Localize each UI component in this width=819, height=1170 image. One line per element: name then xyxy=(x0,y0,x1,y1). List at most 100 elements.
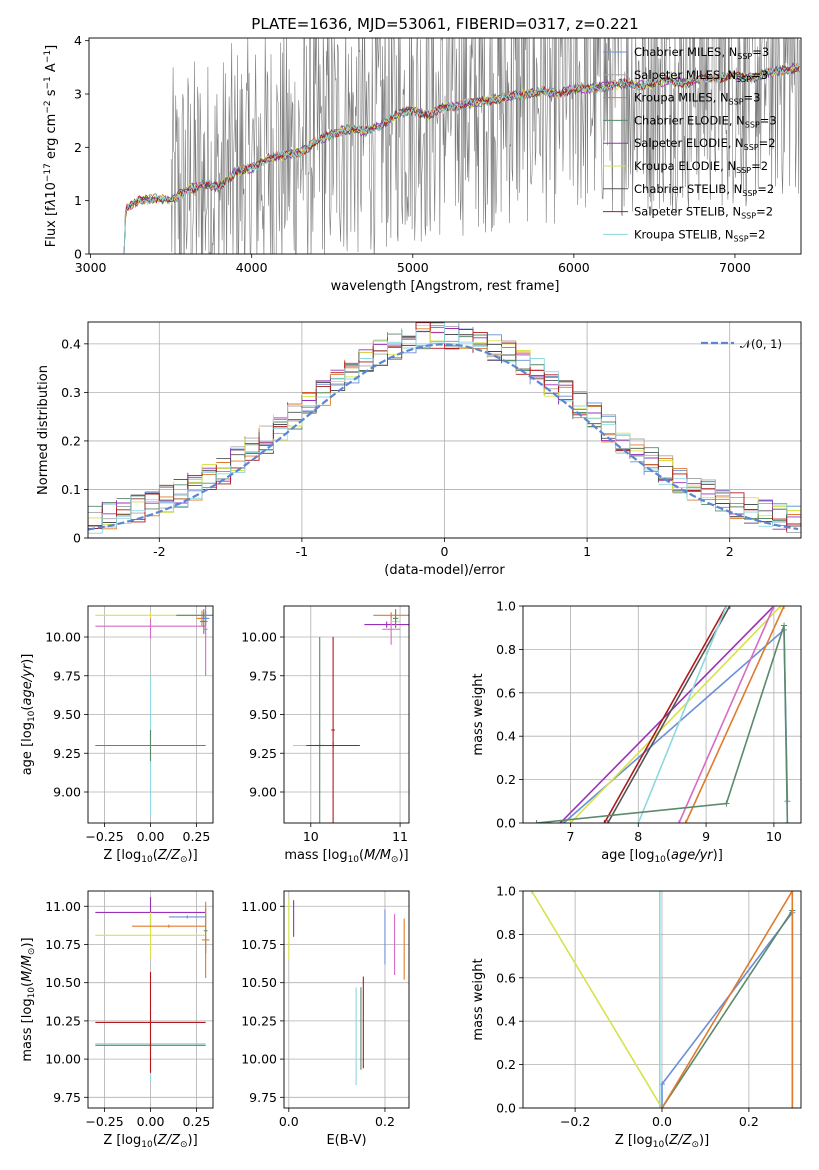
weight-marker xyxy=(723,800,730,807)
plot-area xyxy=(288,898,405,1086)
axes-frame xyxy=(522,605,802,824)
legend-entry: Salpeter ELODIE, NSSP=2 xyxy=(634,136,776,152)
weight-marker xyxy=(770,606,777,609)
axes-frame xyxy=(87,321,802,539)
weight-marker xyxy=(567,820,574,823)
y-tick-label: 0.8 xyxy=(496,642,516,657)
x-tick-label: 3000 xyxy=(75,260,107,275)
axes-frame xyxy=(283,605,410,824)
normal-curve xyxy=(88,343,799,531)
y-tick-label: 10.00 xyxy=(241,630,277,645)
x-tick-label: 0.2 xyxy=(375,1114,395,1129)
y-tick-label: 9.00 xyxy=(53,785,81,800)
x-tick-label: 0 xyxy=(441,544,449,559)
errorbar-point xyxy=(176,612,213,619)
errorbar-point xyxy=(201,610,210,627)
weight-marker xyxy=(656,891,663,894)
errorbar-point xyxy=(201,901,210,979)
y-axis-label: mass [log10(M/M⊙)] xyxy=(20,937,37,1061)
y-tick-label: 0.6 xyxy=(496,970,516,985)
x-tick-label: 7000 xyxy=(719,260,751,275)
x-tick-label: 2 xyxy=(726,544,734,559)
y-tick-label: 0.1 xyxy=(61,482,81,497)
weight-series-line xyxy=(684,606,785,823)
x-tick-label: 0.25 xyxy=(183,829,211,844)
x-tick-label: 0.00 xyxy=(137,1114,165,1129)
panel-age-vs-Z: −0.25 0.00 0.25 9.00 9.25 9.50 9.75 10.00 Z [log… xyxy=(20,605,214,865)
y-tick-label: 9.25 xyxy=(53,746,81,761)
weight-marker xyxy=(659,1105,665,1108)
errorbar-point xyxy=(95,912,206,959)
spectrum-model-line xyxy=(122,62,800,254)
axes-frame xyxy=(522,890,802,1109)
x-tick-label: −0.25 xyxy=(85,829,123,844)
weight-marker xyxy=(656,1105,663,1108)
x-tick-label: 8 xyxy=(634,829,642,844)
errorbar-point xyxy=(392,609,399,628)
errorbar-point xyxy=(132,924,206,928)
y-tick-label: 9.75 xyxy=(53,668,81,683)
x-tick-label: 5000 xyxy=(397,260,429,275)
panel-mass-weight-vs-age: 7 8 9 10 0.0 0.2 0.4 0.6 0.8 1.0 age [log10(age/yr… xyxy=(471,599,802,865)
y-tick-label: 4 xyxy=(74,33,82,48)
y-axis-label: mass weight xyxy=(471,673,486,755)
x-tick-label: 7 xyxy=(566,829,574,844)
y-tick-label: 9.75 xyxy=(53,1090,81,1105)
y-axis-label: age [log10(age/yr)] xyxy=(20,654,37,776)
weight-series-line xyxy=(563,628,789,823)
weight-marker xyxy=(635,820,642,823)
y-tick-label: 10.00 xyxy=(45,630,81,645)
legend-entry: Kroupa ELODIE, NSSP=2 xyxy=(634,159,768,175)
errorbar-point xyxy=(373,612,409,619)
legend-entry: Chabrier MILES, NSSP=3 xyxy=(634,45,769,61)
weight-marker xyxy=(781,622,788,629)
y-tick-label: 9.75 xyxy=(249,668,277,683)
weight-series-line xyxy=(569,606,782,823)
errorbar-point xyxy=(95,971,206,1073)
weight-marker xyxy=(533,820,540,823)
errorbar-point xyxy=(203,606,208,676)
weight-marker xyxy=(675,820,682,823)
legend-entry: Salpeter MILES, NSSP=3 xyxy=(634,68,768,84)
x-tick-label: 10 xyxy=(303,829,319,844)
y-axis-label: mass weight xyxy=(471,958,486,1040)
x-tick-label: 0.0 xyxy=(279,1114,299,1129)
y-tick-label: 9.75 xyxy=(249,1090,277,1105)
y-axis-label: Flux [fλ10−17 erg cm−2 s−1 A−1] xyxy=(43,45,59,247)
weight-series-line xyxy=(536,625,789,823)
weight-marker xyxy=(682,820,689,823)
x-tick-label: 11 xyxy=(392,829,408,844)
y-tick-label: 0.4 xyxy=(496,729,516,744)
y-tick-label: 1.0 xyxy=(496,884,516,899)
spectrum-model-line xyxy=(122,65,800,254)
weight-series-line xyxy=(559,606,775,823)
x-axis-label: wavelength [Angstrom, rest frame] xyxy=(331,279,560,294)
legend-entry: 𝒩(0, 1) xyxy=(740,337,782,351)
legend-entry: Chabrier STELIB, NSSP=2 xyxy=(634,182,774,198)
y-tick-label: 0.8 xyxy=(496,927,516,942)
axes-frame xyxy=(87,605,214,824)
y-tick-label: 0.4 xyxy=(496,1014,516,1029)
weight-marker xyxy=(528,891,535,894)
weight-marker xyxy=(777,606,784,609)
panel-mass-vs-EBV: 0.0 0.2 9.75 10.00 10.25 10.50 10.75 11.00 E(B-V… xyxy=(241,890,410,1148)
y-tick-label: 10.25 xyxy=(45,1013,81,1028)
weight-series-line xyxy=(531,891,663,1108)
legend-entry: Kroupa MILES, NSSP=3 xyxy=(634,91,760,107)
y-tick-label: 0.6 xyxy=(496,685,516,700)
legend-entry: Chabrier ELODIE, NSSP=3 xyxy=(634,113,777,129)
y-tick-label: 1.0 xyxy=(496,599,516,614)
errorbar-point xyxy=(168,915,206,919)
y-tick-label: 9.00 xyxy=(249,785,277,800)
y-tick-label: 0.4 xyxy=(61,336,81,351)
y-tick-label: 10.50 xyxy=(241,975,277,990)
y-tick-label: 10.00 xyxy=(241,1052,277,1067)
errorbar-point xyxy=(364,621,409,628)
x-tick-label: 10 xyxy=(766,829,782,844)
y-tick-label: 0.0 xyxy=(496,1101,516,1116)
y-tick-label: 0.2 xyxy=(496,1057,516,1072)
legend: Chabrier MILES, NSSP=3 Salpeter MILES, NS… xyxy=(603,45,777,243)
spectrum-data-line xyxy=(170,38,800,254)
y-tick-label: 11.00 xyxy=(241,899,277,914)
